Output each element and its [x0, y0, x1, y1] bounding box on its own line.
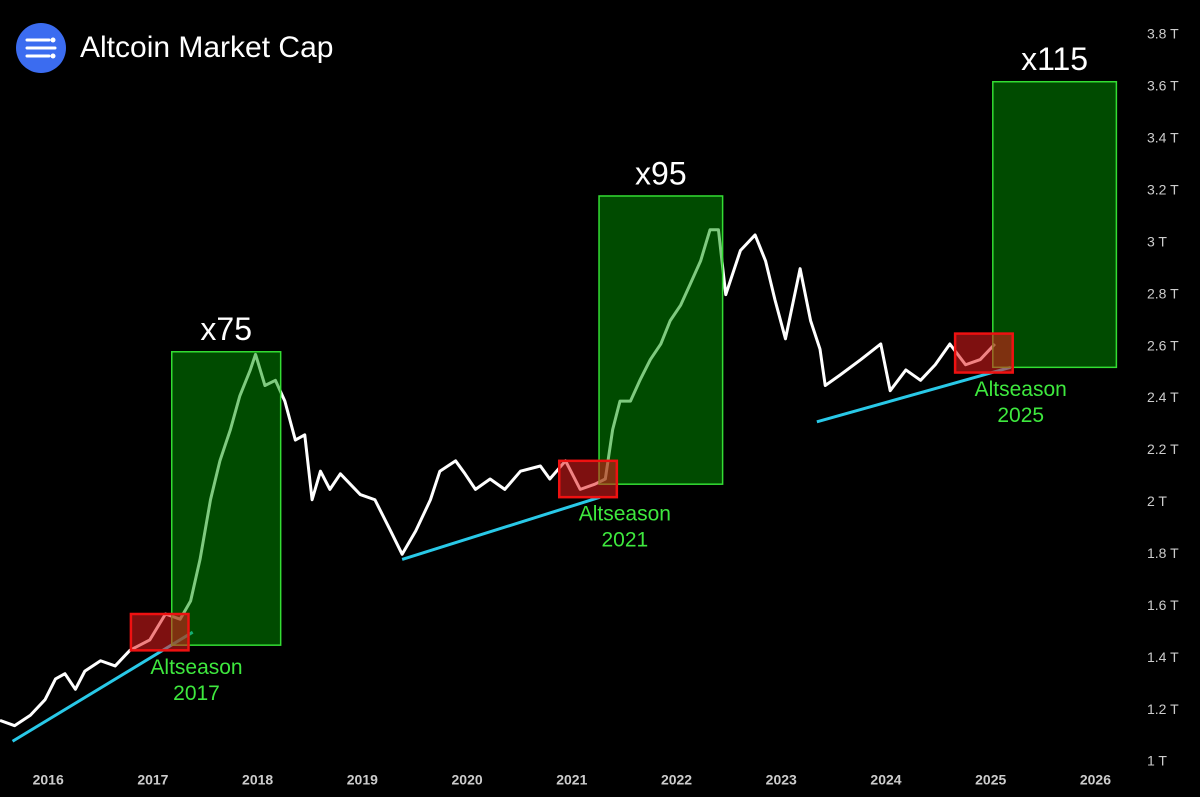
- y-tick-label: 3 T: [1147, 233, 1167, 249]
- y-tick-label: 3.4 T: [1147, 130, 1179, 146]
- y-tick-label: 2.4 T: [1147, 389, 1179, 405]
- y-tick-label: 1 T: [1147, 753, 1167, 769]
- y-tick-label: 2.2 T: [1147, 441, 1179, 457]
- x-tick-label: 2020: [452, 772, 483, 788]
- season-box: [557, 459, 619, 499]
- x-tick-label: 2021: [556, 772, 587, 788]
- trendline: [816, 365, 1012, 424]
- x-tick-label: 2016: [33, 772, 64, 788]
- y-tick-label: 3.8 T: [1147, 26, 1179, 42]
- trendline: [401, 495, 601, 561]
- x-tick-label: 2017: [137, 772, 168, 788]
- season-box: [953, 332, 1014, 374]
- y-tick-label: 1.6 T: [1147, 597, 1179, 613]
- gain-label: x75: [200, 311, 252, 347]
- logo: [16, 23, 66, 73]
- season-label: 2021: [601, 529, 648, 552]
- gain-box: [598, 195, 724, 485]
- x-tick-label: 2024: [870, 772, 901, 788]
- y-tick-label: 1.4 T: [1147, 649, 1179, 665]
- season-label: Altseason: [579, 503, 671, 526]
- y-tick-label: 2 T: [1147, 493, 1167, 509]
- season-label: 2025: [997, 404, 1044, 427]
- x-tick-label: 2026: [1080, 772, 1111, 788]
- season-box: [129, 612, 190, 652]
- y-tick-label: 1.2 T: [1147, 701, 1179, 717]
- season-label: Altseason: [975, 378, 1067, 401]
- gain-box: [171, 351, 282, 646]
- x-tick-label: 2018: [242, 772, 273, 788]
- x-tick-label: 2022: [661, 772, 692, 788]
- gain-box: [992, 80, 1118, 369]
- y-tick-label: 2.6 T: [1147, 337, 1179, 353]
- y-tick-label: 3.6 T: [1147, 78, 1179, 94]
- x-tick-label: 2023: [766, 772, 797, 788]
- chart-title: Altcoin Market Cap: [80, 31, 333, 64]
- x-tick-label: 2025: [975, 772, 1006, 788]
- season-label: 2017: [173, 682, 220, 705]
- x-tick-label: 2019: [347, 772, 378, 788]
- season-label: Altseason: [150, 656, 242, 679]
- y-tick-label: 2.8 T: [1147, 285, 1179, 301]
- gain-label: x115: [1021, 41, 1088, 77]
- y-tick-label: 1.8 T: [1147, 545, 1179, 561]
- y-tick-label: 3.2 T: [1147, 181, 1179, 197]
- gain-label: x95: [635, 155, 687, 191]
